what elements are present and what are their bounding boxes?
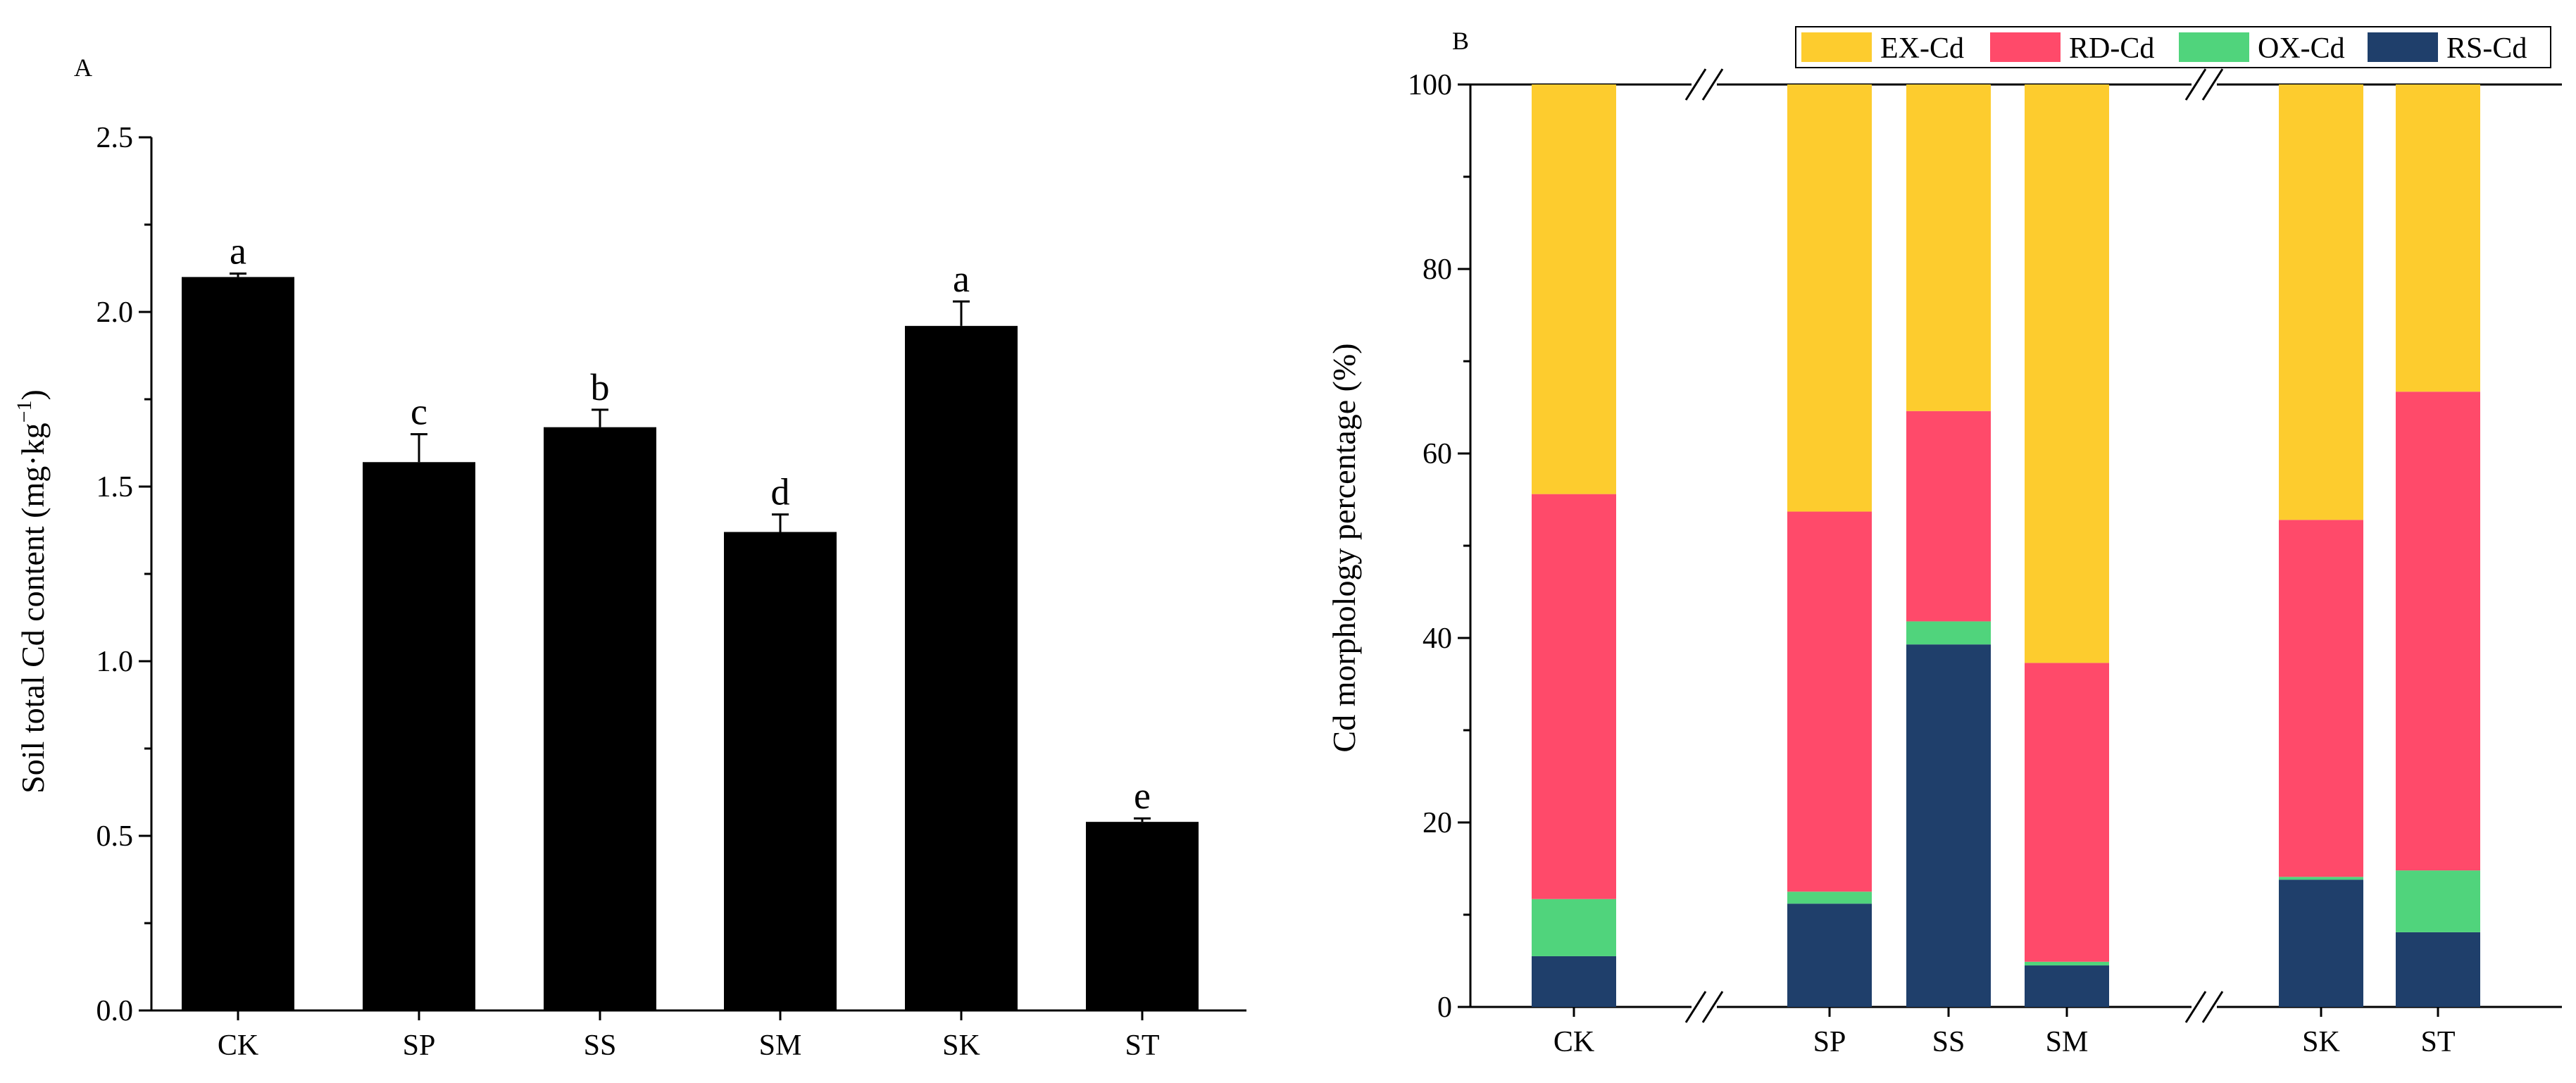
panel-b-y-tick-label: 20 [1423,807,1452,839]
panel-b-bar-ck-ox-cd [1532,899,1616,956]
panel-b-bar-st-rs-cd [2396,932,2480,1007]
panel-b-bar-sm-ox-cd [2025,961,2109,966]
panel-a-axes: 0.0 0.5 1.0 1.5 2.0 2.5 CK SP SS SM SK ST [96,122,1246,1062]
panel-a-bar-ss [544,427,656,1010]
panel-b-bar-ck-rs-cd [1532,956,1616,1007]
panel-b-bar-sp-ex-cd [1787,84,1872,512]
panel-a-bar-ck [182,277,294,1010]
panel-b-bars [1532,84,2480,1007]
panel-a-ylabel-main: Soil total Cd content (mg·kg [15,422,51,793]
panel-b-x-tick-label: SP [1813,1026,1846,1058]
panel-a-significance-letter: d [771,471,790,513]
panel-b-axis-break-mark [1684,68,1707,101]
panel-b-bar-sp-rd-cd [1787,511,1872,892]
panel-a-x-tick-label: SS [584,1029,617,1062]
panel-a-significance-letter: b [591,366,610,408]
panel-a-y-tick-label: 2.5 [96,122,134,154]
panel-a-ylabel-close: ) [15,389,51,400]
panel-b-axis-break-mark [2201,991,2224,1023]
panel-b-axis-break-mark [2201,68,2224,101]
panel-b-bar-sp-rs-cd [1787,903,1872,1007]
panel-b-bar-ss-rs-cd [1906,644,1991,1007]
panel-b-bar-st-ox-cd [2396,870,2480,932]
panel-b-legend-swatch-ex-cd [1801,32,1872,62]
panel-a-x-tick-label: SM [759,1029,802,1062]
panel-b-y-tick-label: 60 [1423,438,1452,470]
panel-b-legend-swatch-rs-cd [2368,32,2438,62]
panel-b-x-tick-label: SS [1932,1026,1965,1058]
panel-a-ylabel-superscript: −1 [13,401,36,423]
panel-b: B Cd morphology percentage (%) EX-Cd RD-C… [1326,26,2562,1058]
panel-a: A Soil total Cd content (mg·kg−1) 0.0 0.5… [13,54,1246,1062]
panel-a-y-tick-label: 2.0 [96,296,134,329]
panel-b-bar-st-ex-cd [2396,84,2480,392]
panel-a-x-tick-label: ST [1125,1029,1159,1062]
panel-a-significance-letter: a [953,258,970,300]
panel-b-legend-label: EX-Cd [1880,32,1964,65]
panel-a-x-tick-label: SK [942,1029,980,1062]
panel-b-legend: EX-Cd RD-Cd OX-Cd RS-Cd [1795,26,2551,68]
panel-a-y-tick-label: 1.0 [96,646,134,678]
panel-a-bars: a c b d a e [182,230,1199,1011]
panel-a-y-tick-label: 0.0 [96,995,134,1027]
panel-b-bar-sk-ox-cd [2279,877,2363,880]
panel-a-significance-letter: e [1134,775,1151,817]
panel-b-legend-swatch-rd-cd [1990,32,2061,62]
panel-b-bar-st-rd-cd [2396,392,2480,871]
panel-b-bar-ss-rd-cd [1906,411,1991,622]
panel-b-bar-sk-rs-cd [2279,879,2363,1007]
panel-a-x-tick-label: CK [218,1029,258,1062]
panel-a-significance-letter: a [230,230,246,272]
panel-b-bar-ss-ox-cd [1906,621,1991,645]
panel-b-x-tick-label: SM [2046,1026,2089,1058]
panel-a-x-tick-label: SP [403,1029,436,1062]
panel-a-bar-sm [724,532,837,1010]
panel-b-bar-sp-ox-cd [1787,891,1872,904]
panel-b-label: B [1452,27,1469,55]
panel-b-axis-break-mark [2184,68,2207,101]
panel-b-y-tick-label: 40 [1423,622,1452,655]
panel-b-bar-sm-rd-cd [2025,663,2109,962]
panel-b-bar-ss-ex-cd [1906,84,1991,411]
panel-a-y-axis-title: Soil total Cd content (mg·kg−1) [13,389,51,794]
panel-a-bar-sk [905,325,1018,1011]
panel-b-legend-label: OX-Cd [2258,32,2345,65]
panel-a-bar-sp [363,462,475,1010]
panel-a-label: A [74,54,92,82]
panel-b-axis-break-mark [1701,68,1724,101]
panel-b-x-tick-label: SK [2302,1026,2340,1058]
panel-b-y-tick-label: 80 [1423,253,1452,286]
panel-b-legend-label: RS-Cd [2446,32,2527,65]
panel-a-significance-letter: c [411,391,427,433]
panel-b-bar-ck-ex-cd [1532,84,1616,494]
panel-a-bar-st [1086,822,1199,1010]
panel-b-axis-break-mark [2184,991,2207,1023]
panel-b-bar-sk-rd-cd [2279,520,2363,877]
panel-b-y-tick-label: 100 [1408,69,1452,101]
panel-b-bar-sk-ex-cd [2279,84,2363,520]
panel-b-x-tick-label: CK [1553,1026,1594,1058]
panel-a-y-tick-label: 0.5 [96,820,134,853]
panel-b-bar-sm-ex-cd [2025,84,2109,663]
panel-b-bar-sm-rs-cd [2025,965,2109,1007]
panel-b-legend-swatch-ox-cd [2179,32,2249,62]
panel-b-y-axis-title: Cd morphology percentage (%) [1326,343,1362,752]
panel-a-y-tick-label: 1.5 [96,471,134,503]
panel-b-axis-break-mark [1701,991,1724,1023]
panel-b-legend-label: RD-Cd [2069,32,2154,65]
panel-b-x-tick-label: ST [2420,1026,2455,1058]
panel-b-axis-break-mark [1684,991,1707,1023]
panel-b-y-tick-label: 0 [1437,991,1452,1024]
panel-b-bar-ck-rd-cd [1532,494,1616,899]
